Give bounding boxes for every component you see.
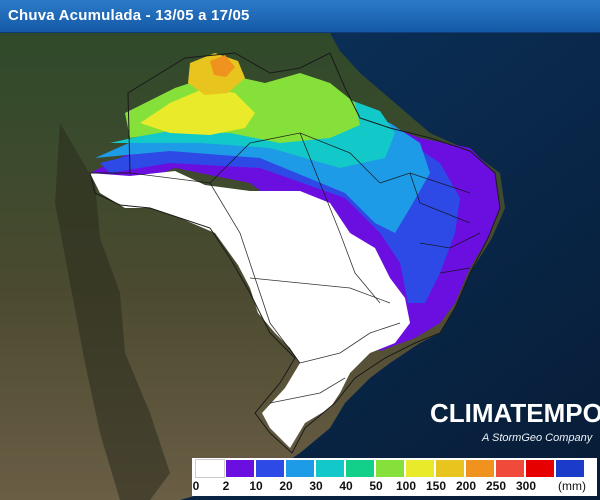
brand-logo: CLIMATEMPO A StormGeo Company <box>430 398 600 444</box>
legend-swatch <box>466 460 494 477</box>
andes <box>55 123 170 500</box>
color-legend: 0 2 10 20 30 40 50 100 150 200 250 300 (mm) <box>192 458 597 496</box>
legend-tick-label: 200 <box>455 479 477 493</box>
legend-tick-label: 30 <box>309 479 323 493</box>
legend-swatch <box>376 460 404 477</box>
legend-swatch <box>226 460 254 477</box>
legend-tick-label: 250 <box>485 479 507 493</box>
legend-tick-label: 20 <box>279 479 293 493</box>
legend-tick-label: 100 <box>395 479 417 493</box>
legend-swatch <box>316 460 344 477</box>
legend-swatch <box>406 460 434 477</box>
legend-swatch <box>496 460 524 477</box>
brand-tagline: A StormGeo Company <box>482 432 593 444</box>
rain-200mm <box>210 55 235 77</box>
legend-swatch <box>346 460 374 477</box>
legend-swatch <box>526 460 554 477</box>
brand-name: CLIMATEMPO <box>430 398 600 428</box>
map-title: Chuva Acumulada - 13/05 a 17/05 <box>8 7 250 24</box>
legend-unit: (mm) <box>558 479 586 493</box>
legend-swatch <box>556 460 584 477</box>
legend-tick-label: 40 <box>339 479 353 493</box>
legend-swatch <box>436 460 464 477</box>
rain-100mm <box>140 88 255 135</box>
legend-tick-label: 10 <box>249 479 263 493</box>
legend-tick-label: 50 <box>369 479 383 493</box>
rainfall-map <box>0 33 600 500</box>
legend-tick-label: 300 <box>515 479 537 493</box>
legend-tick-label: 150 <box>425 479 447 493</box>
legend-swatch <box>256 460 284 477</box>
legend-tick-label: 2 <box>222 479 230 493</box>
legend-swatch <box>195 459 225 478</box>
brazil-border <box>89 52 501 454</box>
legend-swatch <box>286 460 314 477</box>
dry-region <box>90 171 410 448</box>
legend-tick-label: 0 <box>192 479 200 493</box>
state-borders <box>129 132 481 404</box>
title-bar: Chuva Acumulada - 13/05 a 17/05 <box>0 0 600 33</box>
